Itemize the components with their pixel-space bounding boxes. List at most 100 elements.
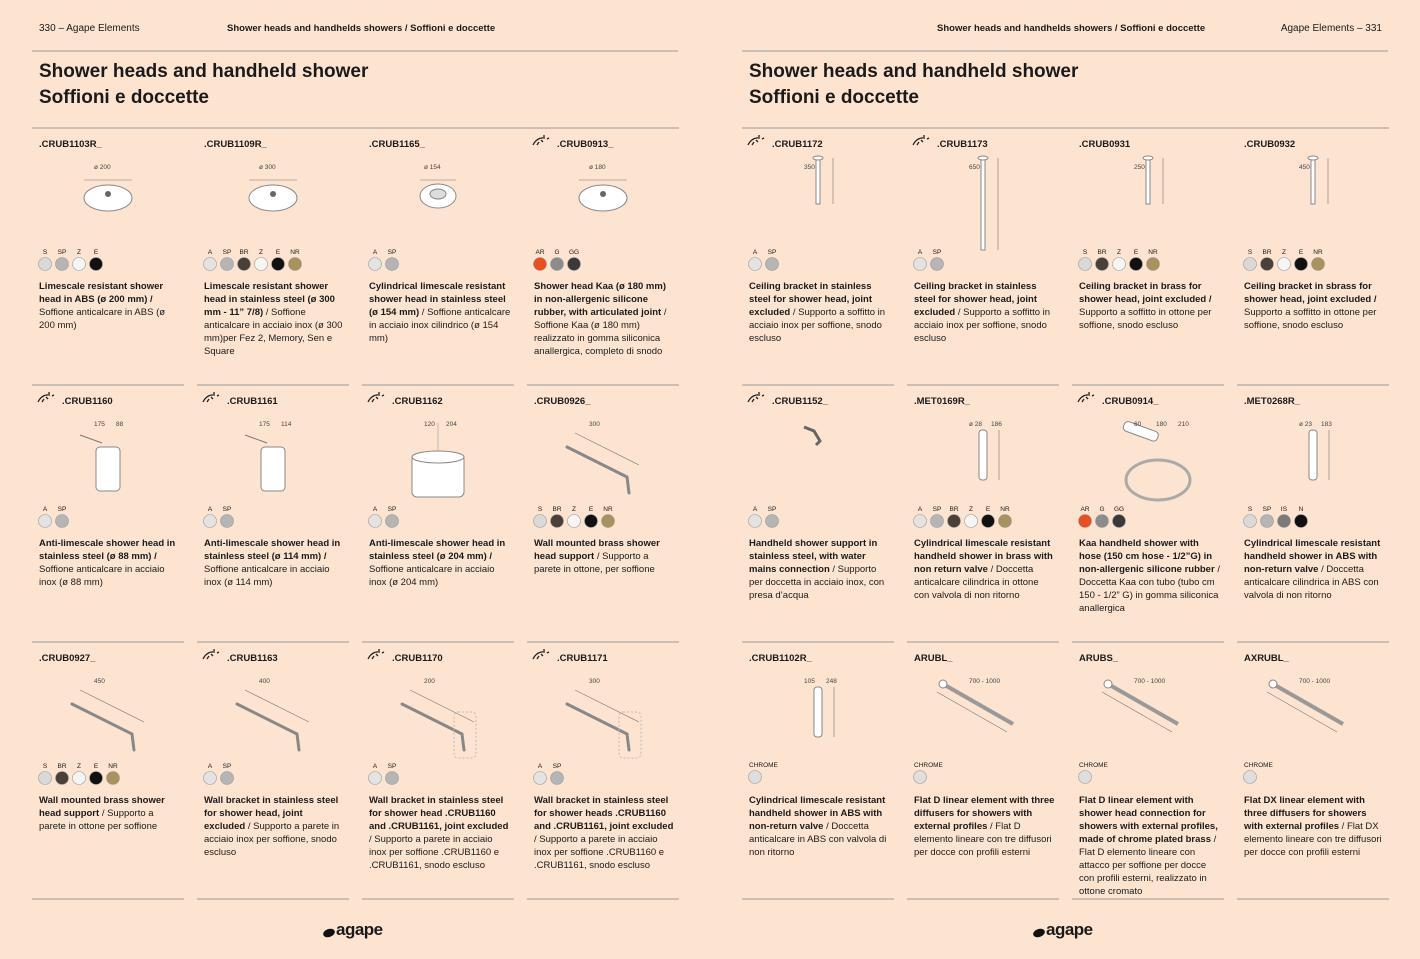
drawing bbox=[1124, 458, 1192, 502]
finish-label: A bbox=[537, 763, 543, 770]
eco-icon bbox=[912, 135, 930, 146]
description-en: Limescale resistant shower head in stain… bbox=[204, 281, 335, 318]
finish-label: SP bbox=[222, 763, 232, 770]
finish-label: A bbox=[207, 763, 213, 770]
description-it: Soffione anticalcare in acciaio inox (ø … bbox=[369, 564, 495, 588]
drawing bbox=[600, 191, 606, 197]
finish-label: IS bbox=[1280, 506, 1288, 513]
product-code: .CRUB1173 bbox=[937, 139, 988, 150]
eco-icon bbox=[202, 649, 220, 660]
product-code: .CRUB1171 bbox=[557, 653, 608, 664]
finish-swatch bbox=[368, 771, 382, 785]
finish-label: SP bbox=[222, 506, 232, 513]
finish-swatch bbox=[1243, 770, 1257, 784]
finish-label: Z bbox=[572, 506, 576, 513]
description-it: / Supporto a soffitto in acciaio inox pe… bbox=[914, 307, 1051, 344]
product-description: Flat D linear element with shower head c… bbox=[1079, 794, 1221, 898]
drawing bbox=[1268, 679, 1278, 689]
finish-swatch bbox=[601, 514, 615, 528]
finish-swatch bbox=[1294, 514, 1308, 528]
product-description: Limescale resistant shower head in stain… bbox=[204, 280, 346, 358]
drawing-line bbox=[1107, 682, 1179, 726]
product-description: Cylindrical limescale resistant handheld… bbox=[1244, 537, 1386, 602]
drawing-line bbox=[409, 689, 475, 723]
finish-swatch bbox=[385, 257, 399, 271]
description-en: Flat D linear element with shower head c… bbox=[1079, 795, 1218, 845]
dimension-label: 450 bbox=[1299, 164, 1310, 171]
description-it: / Supporto a parete in acciaio inox per … bbox=[204, 821, 340, 858]
product-description: Wall bracket in stainless steel for show… bbox=[204, 794, 346, 859]
finish-label: CHROME bbox=[914, 762, 943, 769]
drawing bbox=[83, 184, 133, 212]
drawing-line bbox=[936, 691, 1008, 733]
dimension-label: 186 bbox=[991, 421, 1002, 428]
drawing bbox=[980, 157, 986, 251]
dimension-label: 248 bbox=[826, 678, 837, 685]
product-code: .CRUB0926_ bbox=[534, 396, 591, 407]
finish-swatch bbox=[748, 257, 762, 271]
product-code: .CRUB1152_ bbox=[772, 396, 828, 407]
dimension-label: ø 23 bbox=[1299, 421, 1313, 428]
finish-swatch bbox=[72, 257, 86, 271]
dimension-label: 700 - 1000 bbox=[1299, 678, 1331, 685]
finish-label: A bbox=[372, 763, 378, 770]
finish-swatch bbox=[1078, 514, 1092, 528]
drawing bbox=[565, 702, 631, 752]
drawing bbox=[70, 702, 136, 752]
finish-label: SP bbox=[57, 249, 67, 256]
finish-swatch bbox=[533, 514, 547, 528]
finish-swatch bbox=[385, 514, 399, 528]
finish-swatch bbox=[271, 257, 285, 271]
finish-swatch bbox=[368, 514, 382, 528]
description-it: / Flat DX elemento lineare con tre diffu… bbox=[1244, 821, 1382, 858]
page-title: Soffioni e doccette bbox=[39, 87, 209, 108]
finish-swatch bbox=[550, 257, 564, 271]
dimension-label: 300 bbox=[589, 678, 600, 685]
finish-label: G bbox=[1099, 506, 1105, 513]
description-en: Cylindrical limescale resistant handheld… bbox=[749, 795, 886, 832]
finish-swatch bbox=[1112, 257, 1126, 271]
product-description: Cylindrical limescale resistant shower h… bbox=[369, 280, 511, 345]
product-description: Flat DX linear element with three diffus… bbox=[1244, 794, 1386, 859]
product-description: Anti-limescale shower head in stainless … bbox=[204, 537, 346, 589]
finish-label: E bbox=[588, 506, 594, 513]
finish-swatch bbox=[533, 257, 547, 271]
product-description: Anti-limescale shower head in stainless … bbox=[39, 537, 181, 589]
drawing-line bbox=[244, 689, 310, 723]
description-en: Cylindrical limescale resistant handheld… bbox=[914, 538, 1053, 575]
finish-label: NR bbox=[1313, 249, 1323, 256]
finish-swatch bbox=[1277, 514, 1291, 528]
section-title: Shower heads and handhelds showers / Sof… bbox=[937, 23, 1206, 34]
dimension-label: 450 bbox=[94, 678, 105, 685]
finish-swatch bbox=[1294, 257, 1308, 271]
drawing bbox=[812, 155, 824, 161]
page-number: 330 – Agape Elements bbox=[39, 23, 140, 34]
finish-label: GG bbox=[1113, 506, 1125, 513]
finish-swatch bbox=[1260, 257, 1274, 271]
drawing bbox=[565, 445, 631, 495]
finish-label: Z bbox=[969, 506, 973, 513]
finish-swatch bbox=[1112, 514, 1126, 528]
eco-icon bbox=[367, 649, 385, 660]
finish-label: SP bbox=[932, 506, 942, 513]
finish-label: E bbox=[93, 763, 99, 770]
description-it: Soffione anticalcare in acciaio inox (ø … bbox=[39, 564, 165, 588]
drawing-line bbox=[79, 434, 103, 444]
finish-swatch bbox=[1243, 514, 1257, 528]
description-it: / Flat D elemento lineare con tre diffus… bbox=[914, 821, 1052, 858]
finish-label: A bbox=[917, 506, 923, 513]
description-en: Ceiling bracket in brass for shower head… bbox=[1079, 281, 1212, 305]
eco-icon bbox=[1077, 392, 1095, 403]
finish-swatch bbox=[237, 257, 251, 271]
drawing bbox=[803, 425, 822, 447]
drawing bbox=[95, 446, 121, 492]
description-en: Ceiling bracket in sbrass for shower hea… bbox=[1244, 281, 1377, 305]
drawing bbox=[977, 155, 989, 161]
finish-label: S bbox=[42, 249, 48, 256]
product-description: Ceiling bracket in stainless steel for s… bbox=[914, 280, 1056, 345]
finish-label: S bbox=[537, 506, 543, 513]
description-en: Wall bracket in stainless steel for show… bbox=[204, 795, 339, 832]
finish-label: Z bbox=[77, 763, 81, 770]
product-code: .CRUB0931 bbox=[1079, 139, 1131, 150]
